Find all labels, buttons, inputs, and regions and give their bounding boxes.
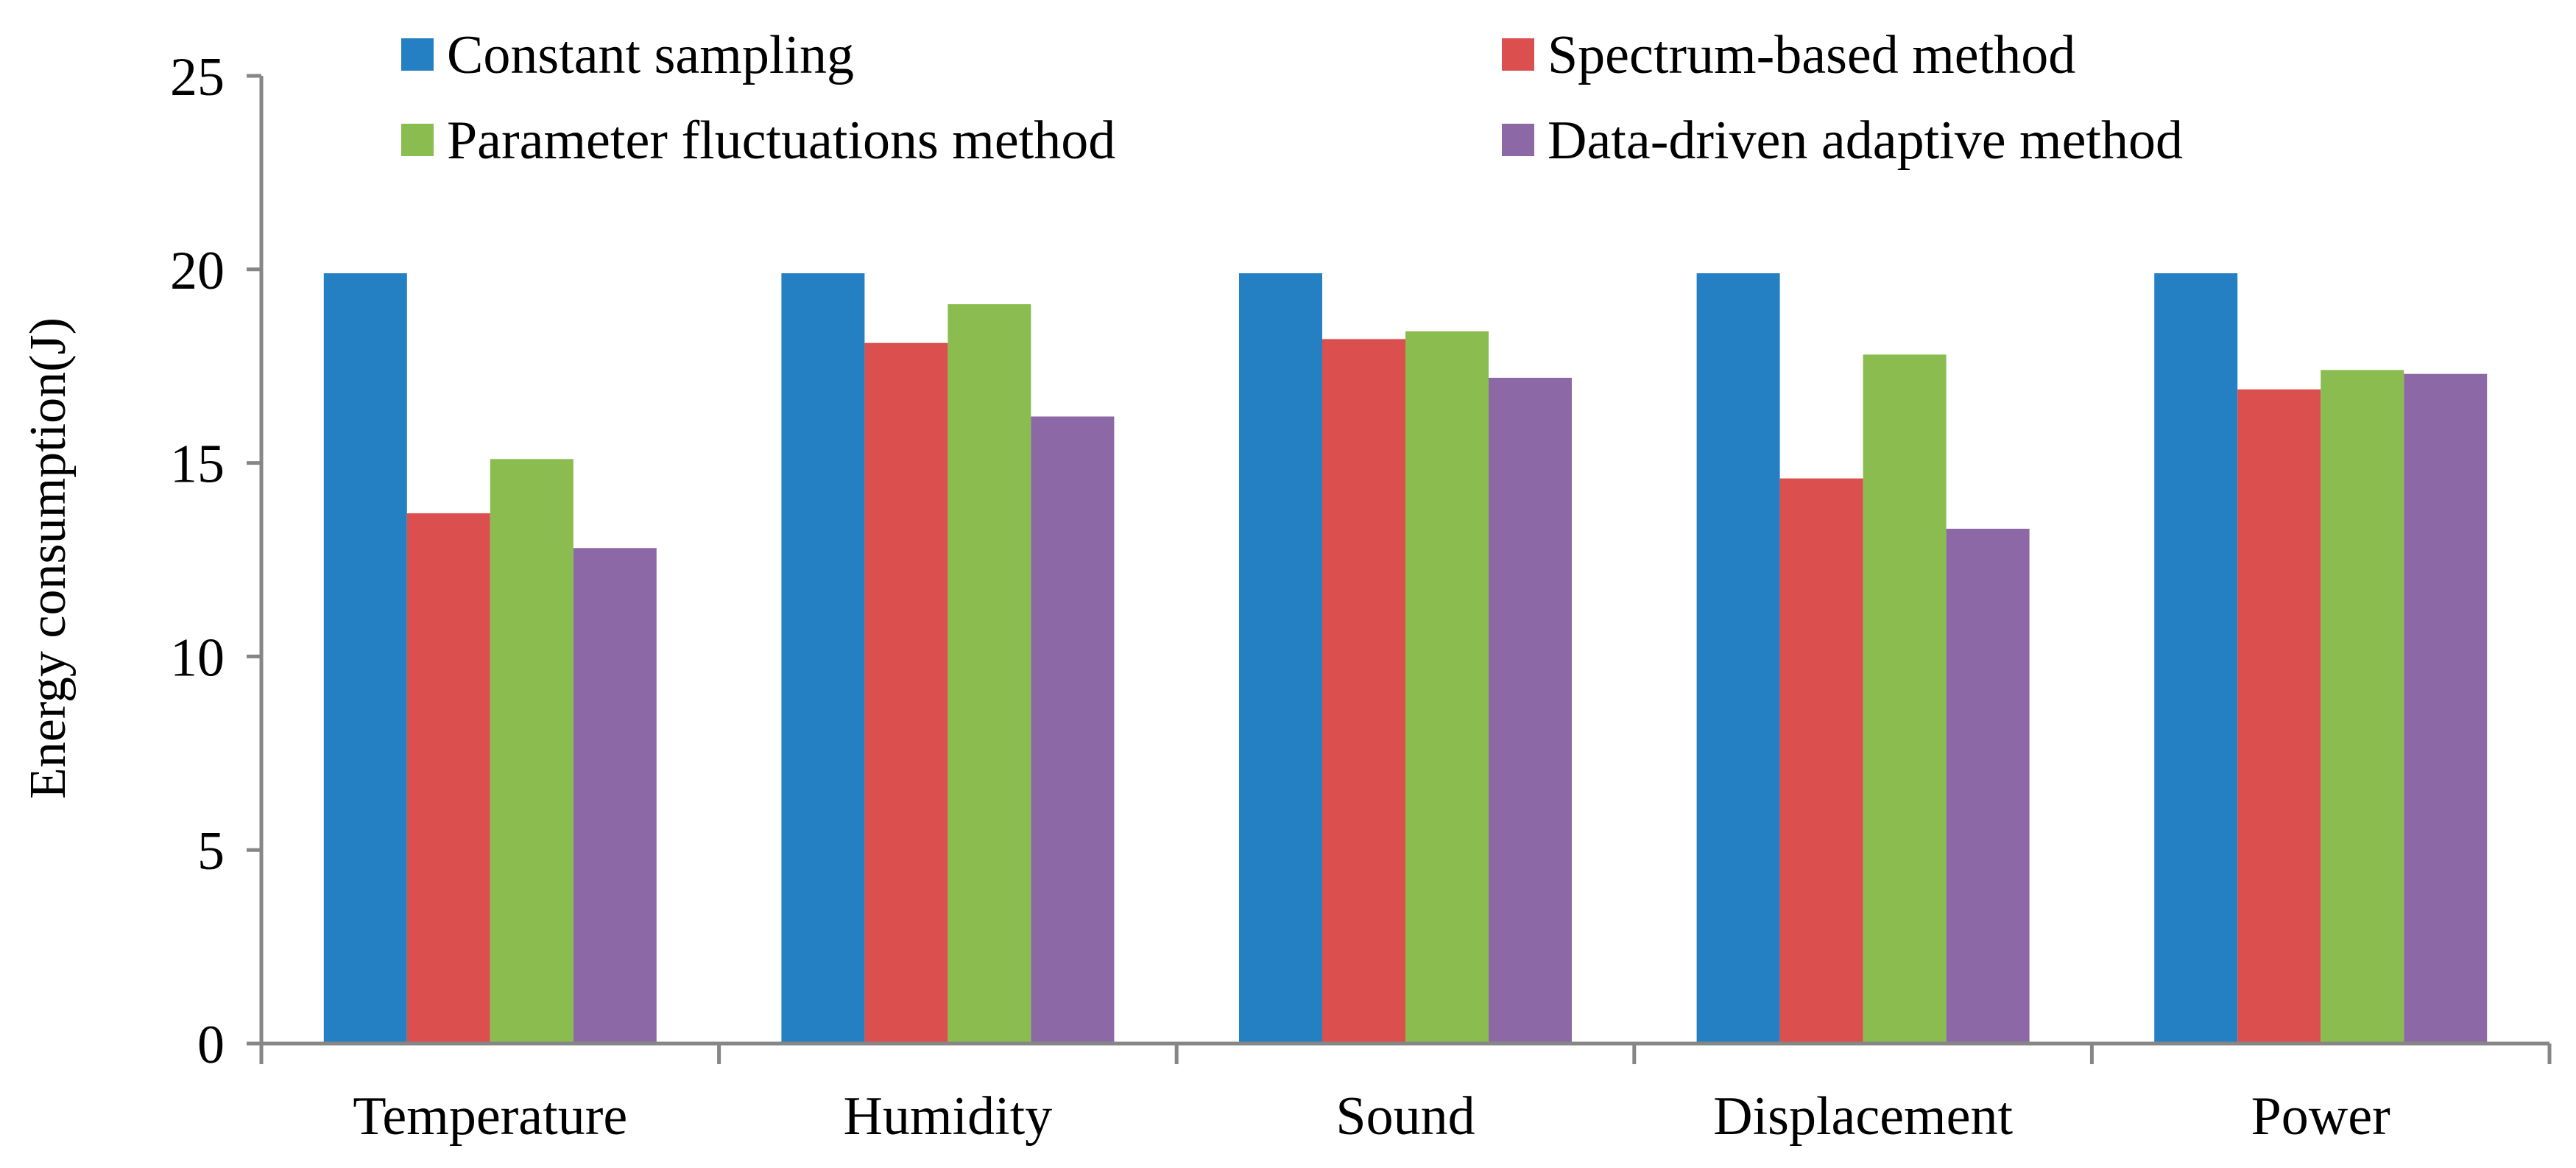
- bar: [864, 342, 948, 1044]
- bar: [1779, 478, 1863, 1044]
- bar: [948, 304, 1031, 1044]
- bar: [573, 548, 657, 1044]
- x-tick-label: Temperature: [353, 1086, 627, 1147]
- x-tick-label: Displacement: [1713, 1086, 2013, 1147]
- bars: [323, 273, 2488, 1044]
- bar: [1031, 416, 1115, 1044]
- bar: [1863, 354, 1947, 1044]
- y-tick-label: 10: [170, 627, 225, 688]
- bar: [1946, 528, 2030, 1044]
- bar: [2404, 373, 2488, 1044]
- y-tick-label: 20: [170, 241, 225, 301]
- bar: [323, 273, 407, 1044]
- legend-swatch: [401, 124, 434, 156]
- legend-label: Parameter fluctuations method: [447, 110, 1115, 171]
- bar: [1489, 377, 1572, 1044]
- legend-swatch: [1502, 38, 1534, 71]
- bar: [2321, 370, 2404, 1044]
- y-tick-label: 25: [170, 47, 225, 108]
- bar: [1696, 273, 1780, 1044]
- y-tick-label: 15: [170, 435, 225, 495]
- bar: [2237, 389, 2321, 1044]
- bar: [781, 273, 865, 1044]
- x-tick-label: Power: [2251, 1086, 2390, 1147]
- bar: [2154, 273, 2238, 1044]
- bar: [1322, 339, 1405, 1044]
- legend-swatch: [401, 38, 434, 71]
- legend-label: Spectrum-based method: [1548, 25, 2075, 85]
- y-axis-label: Energy consumption(J): [20, 317, 77, 799]
- bar: [1239, 273, 1322, 1044]
- y-tick-label: 0: [197, 1015, 225, 1075]
- legend-label: Data-driven adaptive method: [1548, 110, 2183, 171]
- legend-label: Constant sampling: [447, 25, 854, 85]
- legend: Constant sampling Spectrum-based method Pa…: [401, 25, 2183, 171]
- y-axis-ticks: 0 5 10 15 20 25: [170, 47, 264, 1075]
- x-axis: Temperature Humidity Sound Displacement Powe…: [259, 1041, 2552, 1147]
- legend-swatch: [1502, 124, 1534, 156]
- bar: [1405, 331, 1489, 1044]
- x-tick-label: Sound: [1335, 1086, 1475, 1147]
- bar: [490, 459, 574, 1044]
- y-tick-label: 5: [197, 821, 225, 882]
- x-tick-label: Humidity: [844, 1086, 1053, 1147]
- bar: [406, 513, 490, 1044]
